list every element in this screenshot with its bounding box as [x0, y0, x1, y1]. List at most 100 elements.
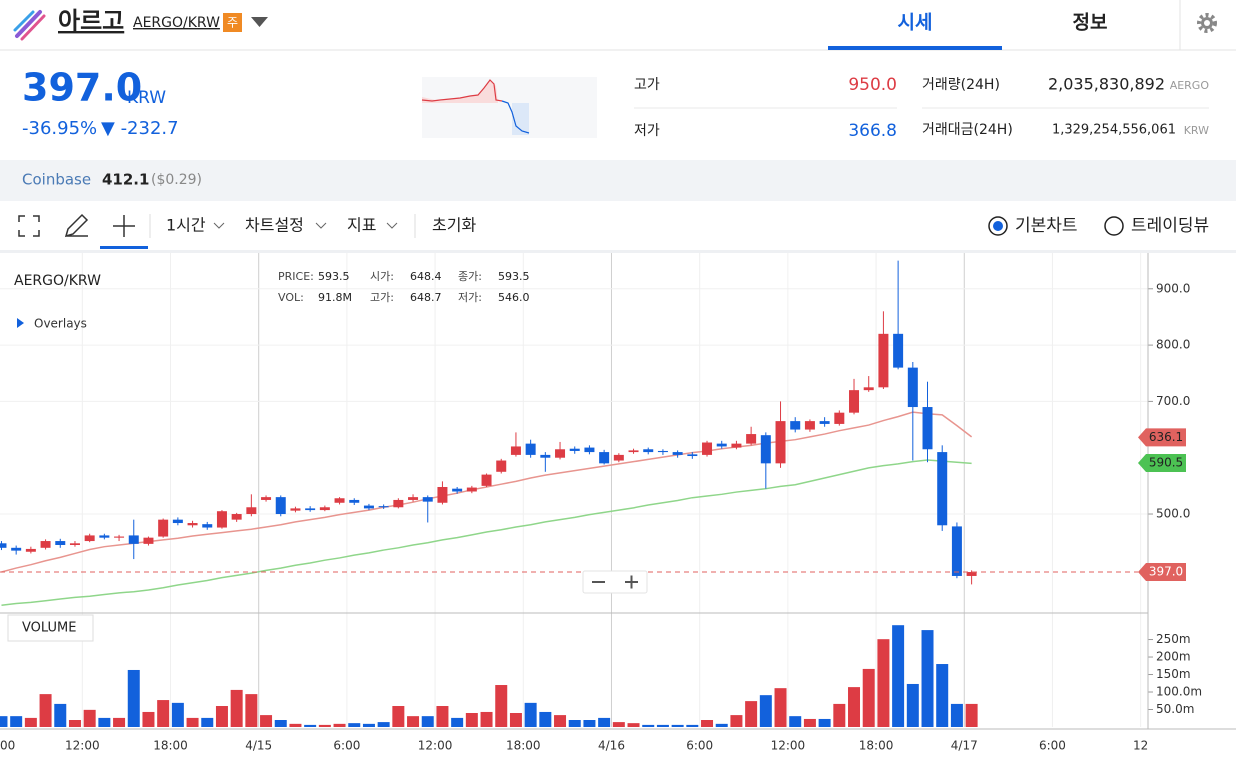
volume-bar — [892, 625, 905, 727]
top-bar — [0, 0, 1236, 50]
candle-body — [819, 421, 830, 424]
x-tick-label: 6:00 — [333, 739, 360, 753]
chart-mode[interactable]: 기본차트 — [1015, 216, 1078, 236]
y-tick-label: 250m — [1156, 632, 1191, 646]
radio-on[interactable] — [988, 216, 1008, 236]
volume-bar — [39, 694, 52, 727]
zoom-in[interactable] — [625, 575, 638, 589]
volume-bar — [965, 703, 978, 727]
candle-body — [760, 435, 771, 464]
volume-bar — [833, 703, 846, 727]
volume-bar — [598, 717, 611, 727]
candle-body — [172, 519, 183, 524]
volume-bar — [642, 724, 655, 727]
y-tick-label: 700.0 — [1156, 394, 1190, 408]
x-tick-label: 12 — [1133, 739, 1148, 753]
volume-bar — [950, 703, 963, 727]
volume-bar — [818, 718, 831, 727]
exchange-bar — [0, 160, 1236, 201]
stat-label: 저가 — [634, 123, 660, 139]
candle-body — [702, 442, 713, 455]
volume-bar — [612, 722, 625, 727]
x-tick-label: 00 — [0, 739, 15, 753]
candle-body — [216, 511, 227, 528]
candle-body — [569, 448, 580, 451]
info-value: 593.5 — [318, 270, 350, 283]
info-label: 종가: — [458, 270, 482, 283]
stat-value: 366.8 — [848, 121, 897, 141]
draw-icon[interactable] — [64, 213, 89, 238]
volume-bar — [0, 716, 8, 727]
radio-off[interactable] — [1104, 216, 1124, 236]
coin-name[interactable]: 아르고 — [58, 7, 124, 35]
chart-mode[interactable]: 트레이딩뷰 — [1131, 216, 1209, 236]
candle-body — [275, 497, 286, 515]
candle-body — [540, 454, 551, 458]
menu[interactable]: 지표 — [347, 216, 376, 235]
crosshair-icon[interactable] — [113, 215, 135, 237]
volume-bar — [539, 711, 552, 727]
candle-body — [878, 333, 889, 388]
candle-body — [378, 506, 389, 508]
reset-button[interactable]: 초기화 — [432, 216, 476, 235]
info-label: VOL: — [278, 291, 304, 304]
y-tick-label: 800.0 — [1156, 338, 1190, 352]
chart: 00 12:00 18:00 4/15 6:00 12:00 18:00 4/16 6:00 12… — [0, 253, 1236, 753]
candle-body — [408, 497, 419, 500]
info-label: 고가: — [370, 291, 394, 304]
chevron — [386, 222, 398, 229]
change: ▼ -232.7 — [101, 118, 179, 139]
candle-body — [143, 537, 154, 544]
volume-bar — [495, 685, 508, 727]
volume-bar — [554, 715, 567, 727]
candle-body — [25, 548, 36, 552]
volume-bar — [333, 723, 346, 727]
x-tick-label: 18:00 — [153, 739, 188, 753]
x-tick-label: 18:00 — [506, 739, 541, 753]
candle-body — [158, 519, 169, 537]
volume-bar — [304, 724, 317, 727]
moving-average — [1, 459, 972, 606]
coin-icon — [13, 10, 46, 41]
candle-body — [349, 499, 360, 503]
candle-body — [246, 507, 257, 515]
volume-bar — [24, 717, 37, 727]
radio-dot — [993, 221, 1003, 231]
candle-body — [746, 434, 757, 444]
volume-bar — [186, 717, 199, 727]
volume-bar — [377, 722, 390, 727]
volume-bar — [245, 694, 258, 727]
tab[interactable]: 정보 — [1073, 12, 1108, 34]
menu[interactable]: 차트설정 — [245, 216, 304, 235]
dropdown-arrow[interactable] — [251, 17, 268, 27]
candle-body — [775, 421, 786, 464]
candle-body — [114, 536, 125, 538]
price-marker-label: 590.5 — [1149, 456, 1183, 470]
candle-body — [496, 460, 507, 472]
fullscreen-icon[interactable] — [18, 215, 40, 237]
coin-pair[interactable]: AERGO/KRW — [133, 15, 220, 31]
tab[interactable]: 시세 — [898, 12, 933, 34]
candle-body — [437, 486, 448, 503]
volume-bar — [715, 723, 728, 727]
volume-bar — [68, 720, 81, 727]
info-value: 593.5 — [498, 270, 530, 283]
x-tick-label: 4/15 — [245, 739, 272, 753]
y-tick-label: 100.0m — [1156, 685, 1202, 699]
candle-body — [452, 488, 463, 492]
volume-bar — [407, 716, 420, 727]
candle-body — [466, 487, 477, 492]
menu[interactable]: 1시간 — [166, 216, 206, 235]
candle-body — [55, 541, 66, 545]
stat-label: 고가 — [634, 77, 660, 93]
candle-body — [187, 523, 198, 526]
x-tick-label: 12:00 — [771, 739, 806, 753]
stat-value: 950.0 — [848, 75, 897, 95]
y-tick-label: 50.0m — [1156, 702, 1194, 716]
volume-bar — [436, 706, 449, 727]
overlay-toggle[interactable] — [17, 318, 24, 328]
x-tick-label: 12:00 — [418, 739, 453, 753]
candle-body — [128, 535, 139, 544]
volume-bar — [451, 717, 464, 727]
settings-icon[interactable] — [1197, 13, 1217, 33]
